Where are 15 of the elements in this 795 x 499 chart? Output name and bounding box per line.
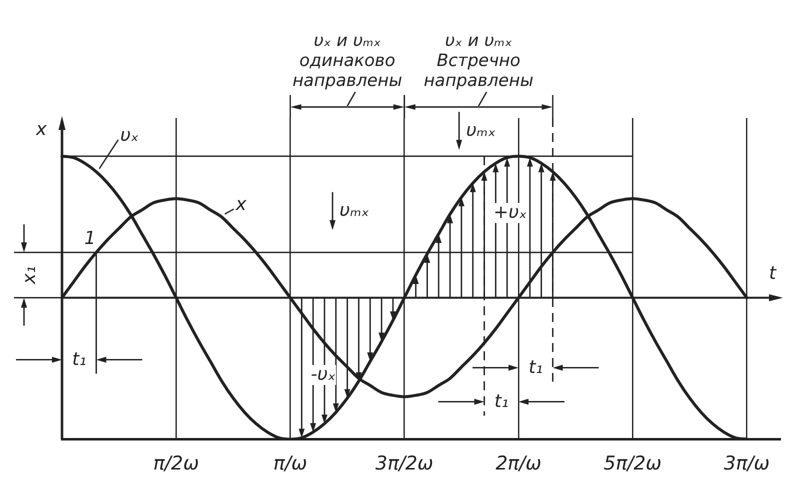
- x-tick-label: 3π/ω: [724, 452, 770, 475]
- series-label: υₓ: [120, 124, 139, 146]
- text: υₓ и υₘₓ одинаково направлены: [291, 31, 404, 91]
- annotation: -υₓ: [310, 364, 336, 385]
- x-tick-label: π/2ω: [153, 452, 200, 475]
- legend-label: x: [236, 194, 246, 216]
- annotation: υₘₓ: [340, 200, 370, 222]
- x-tick-label: 2π/ω: [496, 452, 542, 475]
- x-tick-label: 5π/2ω: [604, 452, 662, 475]
- y-axis-title: x: [36, 119, 47, 140]
- text: υₓ и υₘₓ Встречно направлены: [422, 31, 534, 91]
- x-tick-label: π/ω: [273, 452, 308, 475]
- x-axis-title: t: [769, 262, 776, 284]
- annotation: 1: [84, 228, 96, 250]
- x-tick-label: 3π/2ω: [375, 452, 434, 475]
